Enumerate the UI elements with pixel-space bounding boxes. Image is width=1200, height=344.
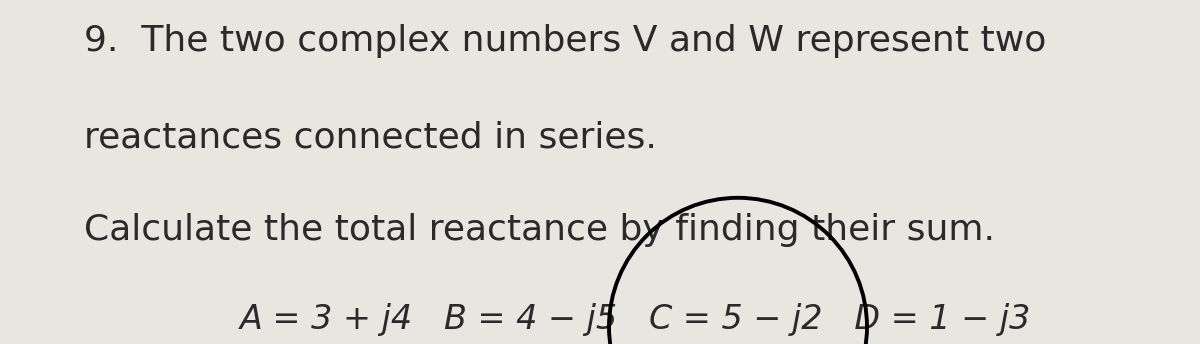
Text: A = 3 + j4   B = 4 − j5   C = 5 − j2   D = 1 − j3: A = 3 + j4 B = 4 − j5 C = 5 − j2 D = 1 −… bbox=[240, 303, 1031, 336]
Text: reactances connected in series.: reactances connected in series. bbox=[84, 120, 656, 154]
Text: Calculate the total reactance by finding their sum.: Calculate the total reactance by finding… bbox=[84, 213, 995, 247]
Text: 9.  The two complex numbers V and W represent two: 9. The two complex numbers V and W repre… bbox=[84, 24, 1046, 58]
